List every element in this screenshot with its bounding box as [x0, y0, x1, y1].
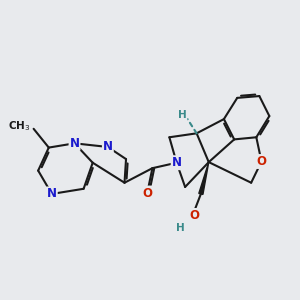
Polygon shape	[199, 162, 209, 194]
Text: N: N	[47, 188, 57, 200]
Text: O: O	[256, 155, 266, 168]
Text: H: H	[178, 110, 187, 121]
Text: N: N	[70, 137, 80, 150]
Text: H: H	[176, 223, 185, 233]
Text: N: N	[103, 140, 113, 154]
Text: N: N	[172, 156, 182, 169]
Text: CH$_3$: CH$_3$	[8, 119, 30, 133]
Text: O: O	[142, 187, 152, 200]
Text: O: O	[190, 209, 200, 222]
